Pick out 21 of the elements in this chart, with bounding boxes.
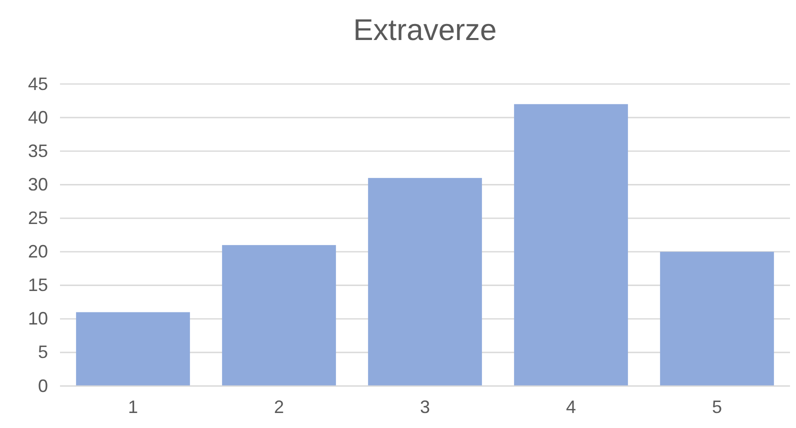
x-tick-label: 3 bbox=[420, 396, 430, 417]
bar bbox=[368, 178, 482, 386]
bar bbox=[76, 312, 190, 386]
y-tick-label: 35 bbox=[28, 140, 48, 161]
chart-title: Extraverze bbox=[353, 14, 497, 47]
y-tick-label: 0 bbox=[38, 376, 48, 396]
bar bbox=[514, 104, 628, 386]
y-tick-label: 40 bbox=[28, 107, 48, 128]
y-tick-label: 45 bbox=[28, 74, 48, 94]
x-tick-label: 5 bbox=[712, 396, 722, 417]
x-tick-label: 4 bbox=[566, 396, 576, 417]
y-tick-label: 5 bbox=[38, 342, 48, 362]
y-tick-label: 25 bbox=[28, 208, 48, 228]
x-tick-label: 2 bbox=[274, 396, 284, 417]
x-tick-label: 1 bbox=[128, 396, 138, 417]
bar bbox=[660, 252, 774, 386]
y-tick-label: 10 bbox=[28, 308, 48, 329]
y-tick-label: 30 bbox=[28, 174, 48, 194]
y-tick-label: 15 bbox=[28, 275, 48, 296]
bar bbox=[222, 245, 336, 386]
y-tick-label: 20 bbox=[28, 242, 48, 262]
